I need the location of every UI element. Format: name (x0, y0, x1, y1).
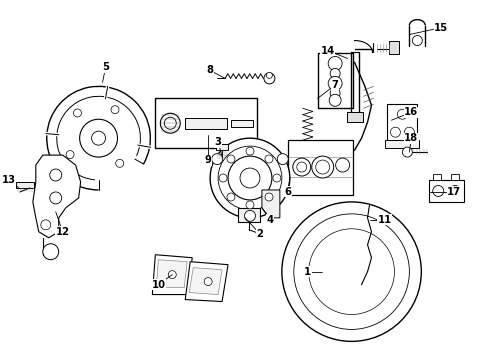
Circle shape (219, 174, 227, 182)
Circle shape (297, 162, 307, 172)
Circle shape (267, 72, 272, 78)
Text: 7: 7 (331, 80, 338, 90)
Circle shape (92, 131, 105, 145)
Bar (346, 112, 363, 122)
Circle shape (212, 154, 222, 165)
Text: 13: 13 (2, 175, 16, 185)
Circle shape (277, 154, 288, 165)
Circle shape (246, 201, 254, 209)
Circle shape (328, 57, 342, 71)
Polygon shape (33, 155, 81, 238)
Circle shape (273, 174, 281, 182)
Text: 3: 3 (215, 137, 221, 147)
Bar (429, 180, 464, 202)
Text: 5: 5 (102, 62, 109, 72)
Text: 1: 1 (304, 267, 311, 276)
Circle shape (348, 247, 355, 254)
Circle shape (164, 117, 176, 129)
Circle shape (210, 138, 290, 218)
Bar (390, 41, 399, 54)
Circle shape (312, 156, 334, 178)
Bar (451, 174, 459, 180)
Bar (388, 104, 417, 142)
Bar (155, 98, 257, 148)
Text: 15: 15 (434, 23, 448, 33)
Text: 6: 6 (284, 187, 292, 197)
Circle shape (66, 150, 74, 159)
Circle shape (413, 36, 422, 45)
Circle shape (336, 285, 343, 292)
Bar (16, 182, 34, 188)
Text: 18: 18 (404, 133, 418, 143)
Circle shape (316, 160, 330, 174)
Circle shape (204, 278, 212, 285)
Circle shape (309, 229, 394, 315)
Text: 16: 16 (404, 107, 418, 117)
Circle shape (397, 109, 407, 119)
Circle shape (227, 155, 235, 163)
Polygon shape (156, 260, 187, 288)
Circle shape (328, 262, 335, 269)
Circle shape (294, 214, 409, 329)
Bar (386, 140, 419, 148)
Circle shape (240, 168, 260, 188)
Circle shape (245, 210, 255, 221)
Circle shape (111, 106, 119, 114)
Circle shape (50, 169, 62, 181)
Circle shape (218, 146, 282, 210)
Circle shape (228, 156, 272, 200)
Polygon shape (185, 262, 228, 302)
Circle shape (50, 192, 62, 204)
Text: 2: 2 (256, 229, 264, 239)
Circle shape (265, 193, 273, 201)
Polygon shape (189, 268, 222, 294)
Circle shape (368, 262, 375, 269)
Bar (216, 144, 228, 150)
Circle shape (160, 113, 180, 133)
Text: 12: 12 (56, 227, 70, 237)
Circle shape (74, 109, 81, 117)
Circle shape (80, 119, 118, 157)
Circle shape (329, 94, 341, 106)
Bar (288, 140, 353, 195)
Circle shape (404, 127, 415, 137)
Bar (318, 54, 353, 108)
Text: 11: 11 (377, 215, 392, 225)
Circle shape (328, 76, 342, 90)
Circle shape (361, 285, 368, 292)
Circle shape (336, 158, 349, 172)
Text: 10: 10 (151, 280, 165, 289)
Circle shape (264, 73, 275, 84)
Circle shape (330, 88, 340, 98)
Bar (238, 208, 260, 222)
Text: 9: 9 (205, 155, 212, 165)
Bar (433, 174, 441, 180)
Circle shape (282, 202, 421, 341)
Polygon shape (262, 190, 280, 218)
Text: 4: 4 (267, 215, 273, 225)
Circle shape (227, 193, 235, 201)
Circle shape (391, 127, 400, 137)
Circle shape (168, 271, 176, 279)
Circle shape (433, 185, 444, 197)
Circle shape (116, 159, 123, 167)
Circle shape (450, 185, 461, 197)
Circle shape (41, 220, 51, 230)
Circle shape (321, 241, 383, 302)
Bar (231, 120, 253, 127)
Polygon shape (152, 255, 192, 294)
Circle shape (246, 147, 254, 155)
Circle shape (330, 68, 340, 78)
Text: 8: 8 (207, 66, 214, 76)
Text: 14: 14 (320, 45, 335, 55)
Circle shape (265, 155, 273, 163)
Circle shape (293, 158, 311, 176)
Text: 17: 17 (447, 187, 461, 197)
Circle shape (340, 260, 364, 284)
Circle shape (43, 244, 59, 260)
Bar (185, 118, 227, 129)
Circle shape (402, 147, 413, 157)
